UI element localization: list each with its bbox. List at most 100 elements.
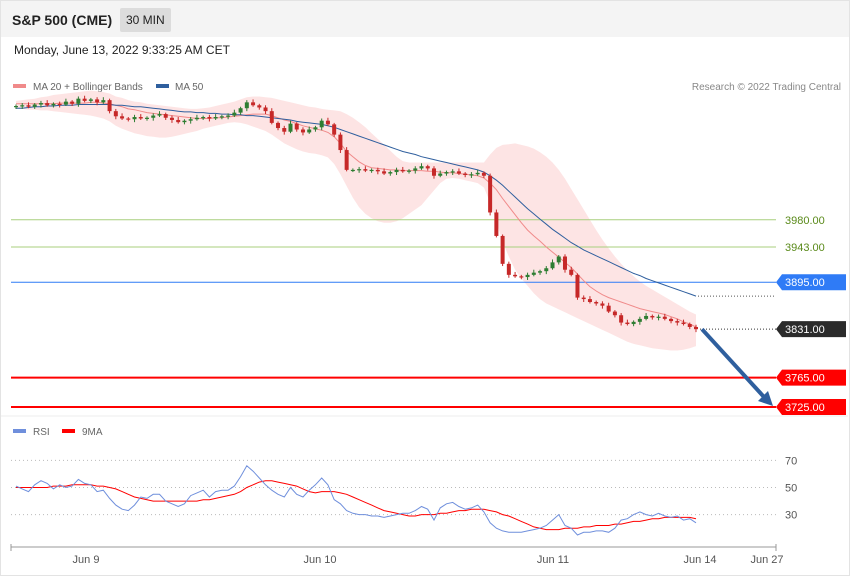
- candle-body: [438, 173, 443, 176]
- candle-body: [513, 274, 518, 277]
- candle-body: [656, 316, 661, 318]
- candle-body: [45, 103, 50, 106]
- candle-body: [382, 171, 387, 174]
- candle-body: [126, 118, 131, 120]
- candle-body: [525, 274, 530, 278]
- candle-body: [556, 256, 561, 263]
- candle-body: [219, 116, 224, 118]
- rsi-tick-label: 30: [785, 510, 797, 522]
- candle-body: [531, 272, 536, 275]
- candle-body: [350, 169, 355, 172]
- candle-body: [169, 117, 174, 120]
- projection-arrow-shaft: [700, 327, 766, 399]
- candle-body: [307, 129, 312, 133]
- rsi-plot: 70 50 30: [11, 455, 797, 536]
- candle-body: [238, 108, 243, 113]
- candle-body: [188, 119, 193, 121]
- candle-body: [550, 262, 555, 269]
- chart-header: S&P 500 (CME) 30 MIN: [1, 1, 849, 37]
- candle-body: [319, 120, 324, 128]
- candle-body: [544, 268, 549, 272]
- candle-body: [76, 98, 81, 104]
- candle-body: [375, 169, 380, 172]
- candle-body: [157, 114, 162, 116]
- candle-body: [313, 127, 318, 130]
- timestamp: Monday, June 13, 2022 9:33:25 AM CET: [14, 43, 230, 57]
- time-tick-label: Jun 27: [750, 554, 783, 566]
- candle-body: [631, 321, 636, 325]
- candle-body: [388, 172, 393, 174]
- candle-body: [257, 105, 262, 108]
- price-plot: 3980.00 3943.00 3895.00 3831.00 3765.00 3725.…: [11, 90, 846, 415]
- candle-body: [694, 326, 698, 330]
- candle-body: [201, 117, 206, 119]
- candle-body: [475, 172, 480, 175]
- candle-body: [332, 124, 337, 135]
- candle-body: [488, 175, 493, 213]
- legend-ma50-swatch: [156, 84, 169, 88]
- support-price-label: 3725.00: [785, 402, 825, 414]
- time-tick-label: Jun 9: [73, 554, 100, 566]
- candle-body: [413, 168, 418, 171]
- legend-ma20-label: MA 20 + Bollinger Bands: [33, 82, 143, 93]
- time-axis: Jun 9 Jun 10 Jun 11 Jun 14 Jun 27: [10, 544, 784, 566]
- candle-body: [244, 102, 249, 109]
- rsi-ma-line: [16, 480, 697, 531]
- candle-body: [481, 172, 486, 176]
- candle-body: [120, 116, 125, 119]
- candle-body: [587, 299, 592, 303]
- candle-body: [207, 117, 212, 119]
- candle-body: [32, 104, 37, 107]
- candle-body: [182, 120, 187, 123]
- candle-body: [138, 117, 143, 119]
- last-price-label: 3831.00: [785, 324, 825, 336]
- legend-ma50-label: MA 50: [175, 82, 204, 93]
- candles: [14, 95, 698, 333]
- resistance-label: 3943.00: [785, 242, 825, 254]
- candle-body: [163, 114, 168, 118]
- candle-body: [538, 271, 543, 273]
- candle-body: [282, 128, 287, 132]
- ma50-line: [16, 104, 697, 297]
- candle-body: [88, 99, 93, 101]
- candle-body: [500, 235, 505, 264]
- candle-body: [407, 170, 412, 172]
- candle-body: [251, 102, 256, 106]
- candle-body: [276, 122, 281, 129]
- candle-body: [600, 303, 605, 306]
- candle-body: [101, 100, 106, 103]
- rsi-tick-label: 50: [785, 483, 797, 495]
- candle-body: [494, 212, 499, 236]
- legend-rsi-swatch: [13, 429, 26, 433]
- candle-body: [612, 311, 617, 316]
- candle-body: [344, 150, 349, 170]
- candle-body: [51, 103, 56, 106]
- support-price-tag: [776, 398, 846, 415]
- candle-body: [338, 134, 343, 151]
- candle-body: [263, 107, 268, 112]
- legend-rsi-ma-label: 9MA: [82, 427, 103, 438]
- candle-body: [288, 123, 293, 132]
- candle-body: [63, 101, 68, 105]
- candle-body: [581, 297, 586, 300]
- projection-arrow-head: [758, 390, 773, 406]
- candle-body: [82, 98, 87, 101]
- legend-rsi-ma-swatch: [62, 429, 75, 433]
- interval-selector[interactable]: 30 MIN: [120, 8, 171, 32]
- candle-body: [107, 100, 112, 112]
- candle-body: [294, 123, 299, 130]
- candle-body: [506, 263, 511, 275]
- candle-body: [519, 276, 524, 278]
- candle-body: [176, 119, 181, 123]
- candle-body: [232, 112, 237, 116]
- pivot-price-label: 3895.00: [785, 277, 825, 289]
- candle-body: [463, 173, 468, 176]
- support-price-label: 3765.00: [785, 373, 825, 385]
- candle-body: [594, 302, 599, 304]
- last-price-tag: [776, 321, 846, 338]
- support-price-tag: [776, 369, 846, 386]
- candle-body: [469, 174, 474, 176]
- candle-body: [675, 321, 680, 323]
- candle-body: [650, 315, 655, 318]
